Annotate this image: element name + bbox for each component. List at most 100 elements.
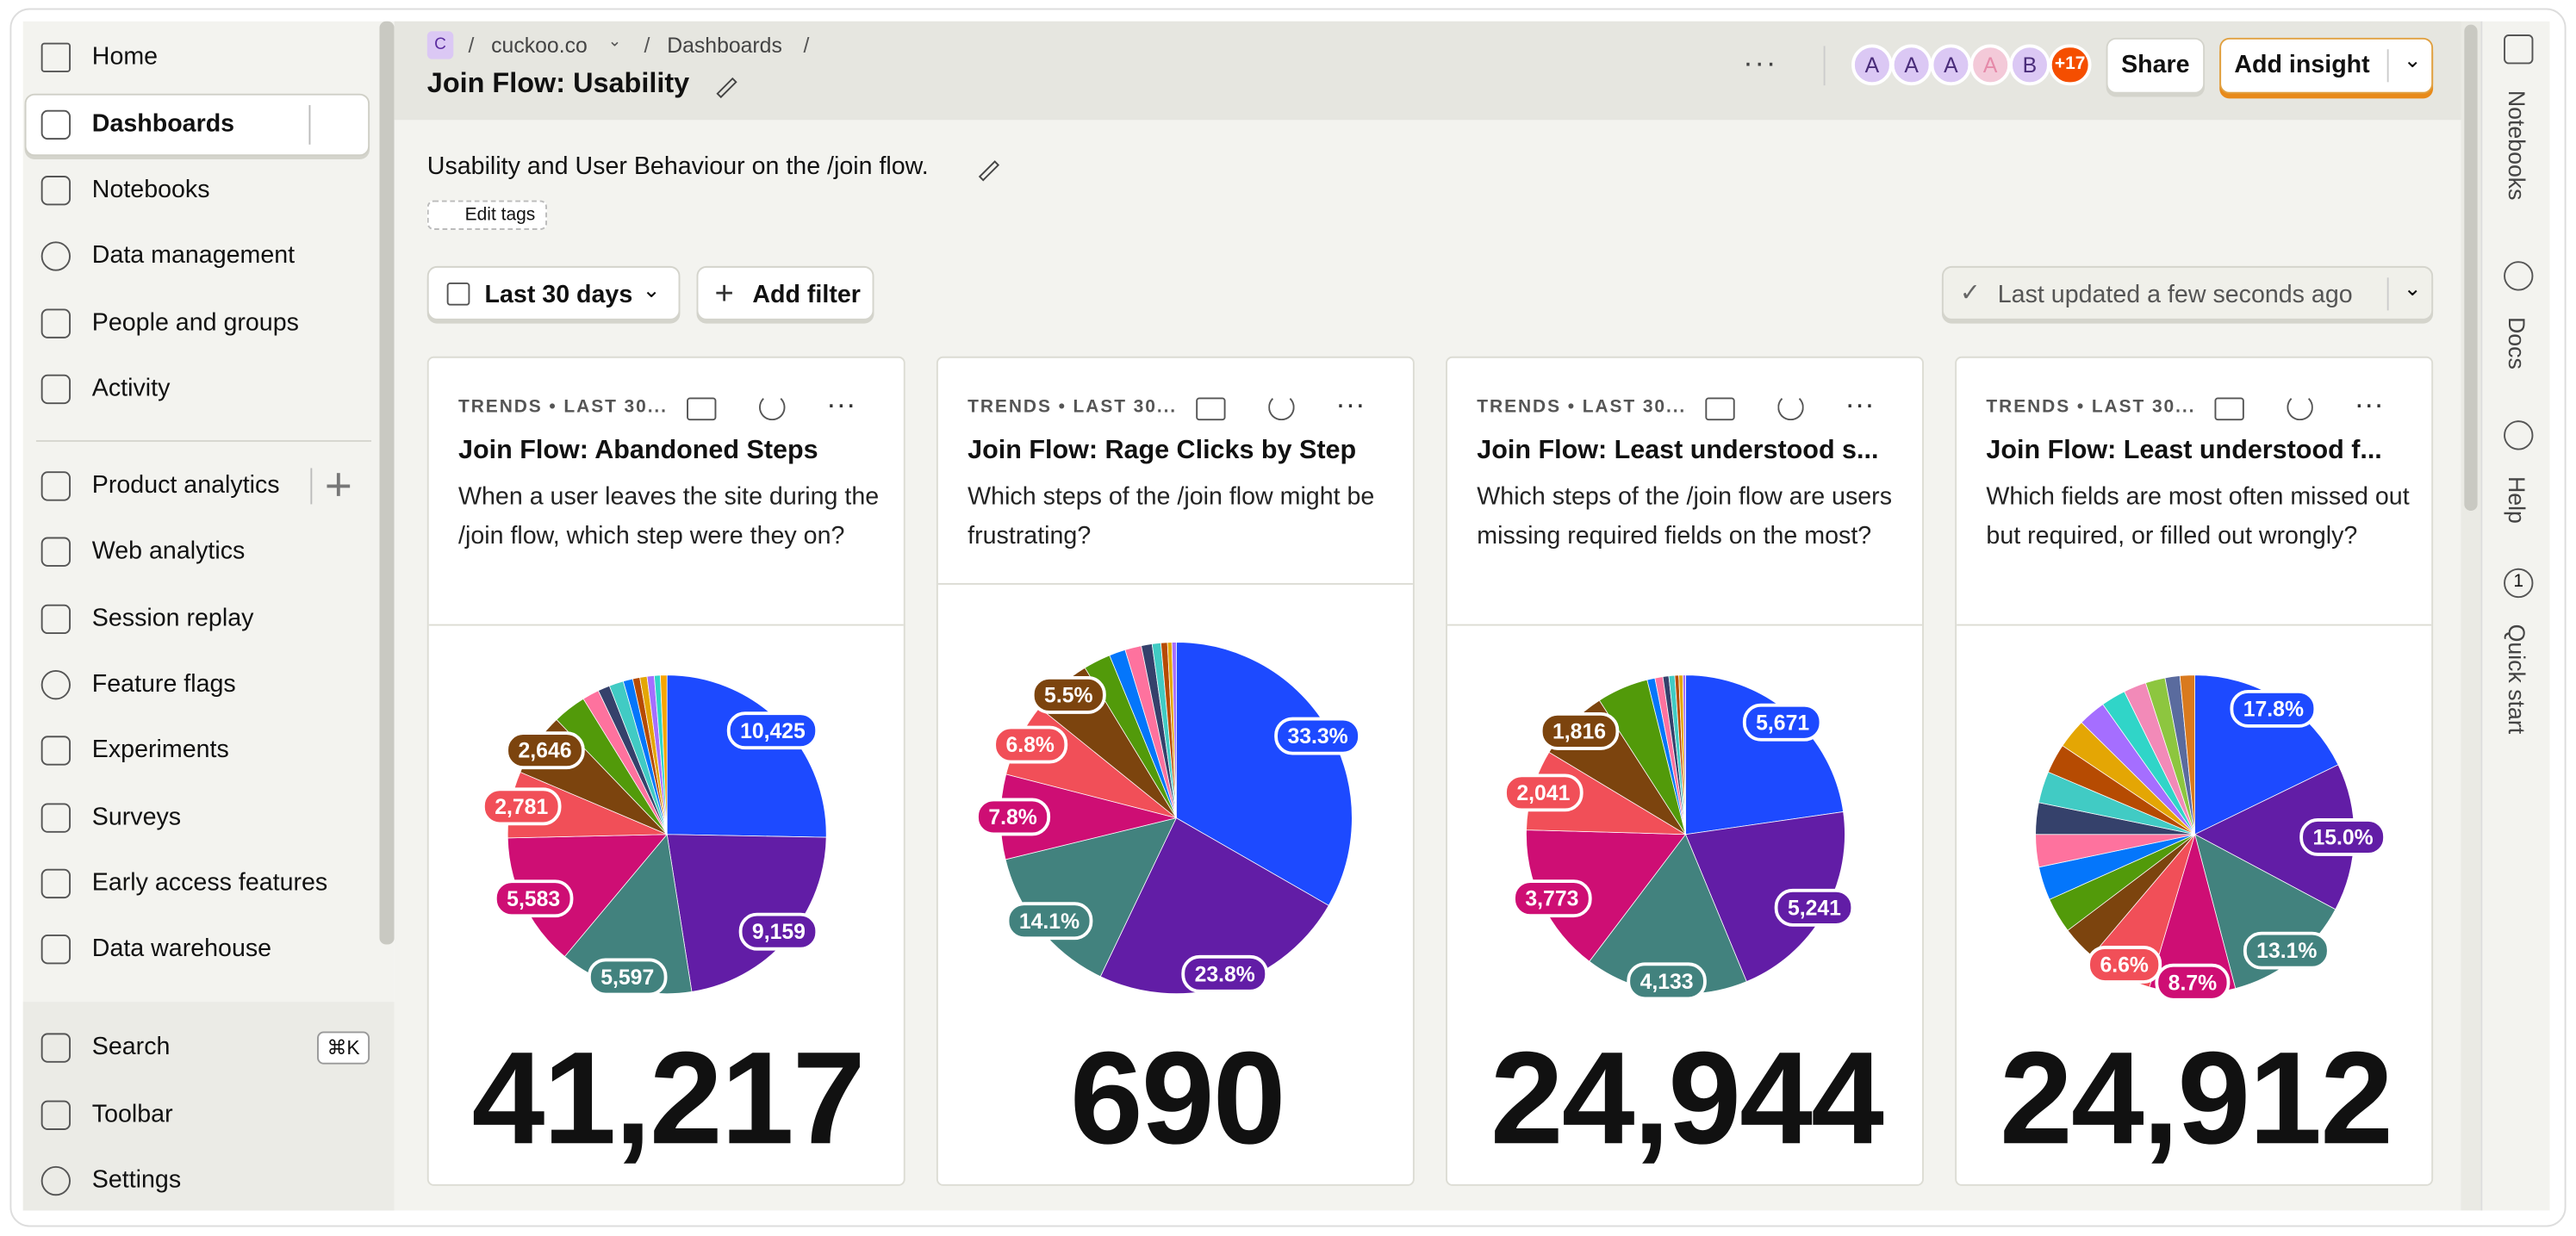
refresh[interactable] <box>758 394 786 421</box>
card-kicker: TRENDS • LAST 30... <box>1986 397 2196 418</box>
card-menu[interactable]: ··· <box>1845 388 1875 421</box>
value-label: 17.8% <box>2230 689 2318 728</box>
more-menu[interactable]: ··· <box>1743 46 1778 79</box>
product-item[interactable]: Data warehouse <box>91 935 272 963</box>
label-text: 5.5% <box>1044 684 1092 707</box>
bottom-item[interactable]: Settings <box>91 1165 182 1195</box>
legend-toggle[interactable] <box>2214 397 2244 421</box>
label-pill <box>1005 902 1093 941</box>
product-item[interactable]: Web analytics <box>91 537 246 565</box>
last-updated[interactable]: ✓ Last updated a few seconds ago ⌄ <box>1941 265 2434 320</box>
product-item[interactable]: Early access features <box>91 868 328 897</box>
nav-item[interactable]: People and groups <box>91 308 299 337</box>
label-pill <box>2243 931 2330 970</box>
product-icon <box>40 868 71 899</box>
breadcrumb[interactable]: Dashboards <box>667 33 782 58</box>
card-title[interactable]: Join Flow: Least understood f... <box>1986 437 2382 465</box>
date-filter[interactable]: Last 30 days ⌄ <box>426 265 681 320</box>
pie-slice <box>1685 674 1844 835</box>
separator <box>308 105 311 145</box>
product-icon <box>40 736 71 766</box>
refresh[interactable] <box>1777 394 1804 421</box>
product-item[interactable]: Surveys <box>91 803 182 831</box>
label-text: 17.8% <box>2243 698 2304 721</box>
main-scroll-thumb <box>2464 24 2478 512</box>
card-title[interactable]: Join Flow: Least understood s... <box>1477 437 1879 465</box>
right-item[interactable]: Notebooks <box>2504 90 2530 201</box>
value-label: 5,241 <box>1774 888 1855 927</box>
card-menu[interactable]: ··· <box>826 388 856 421</box>
label-text: 14.1% <box>1019 910 1080 934</box>
nav-icon <box>40 374 71 405</box>
card-menu[interactable]: ··· <box>2354 388 2384 421</box>
right-item[interactable]: Help <box>2504 475 2530 524</box>
label-pill <box>738 912 819 951</box>
label-pill <box>1627 962 1707 1001</box>
value-label: 6.8% <box>992 725 1068 764</box>
product-item[interactable]: Product analytics <box>91 471 280 500</box>
bottom-item[interactable]: Search <box>91 1033 171 1061</box>
refresh[interactable] <box>2287 394 2313 421</box>
card-total: 41,217 <box>471 1024 866 1171</box>
edit-tags[interactable]: Edit tags <box>426 200 547 230</box>
nav-item[interactable]: Activity <box>91 374 171 403</box>
insight-card: TRENDS • LAST 30... ··· Join Flow: Least u… <box>1446 356 1924 1186</box>
avatar: A <box>1969 44 2012 86</box>
share-button[interactable]: Share <box>2106 37 2206 94</box>
label-text: 7.8% <box>988 806 1036 829</box>
value-label: 3,773 <box>1512 879 1592 918</box>
pie-chart: 5,671 5,241 4,133 3,773 2,041 1,816 <box>1503 674 1855 1001</box>
nav-item[interactable]: Notebooks <box>91 176 210 204</box>
chevron: ⌄ <box>642 277 661 302</box>
label-text: 4,133 <box>1640 971 1694 994</box>
right-icon[interactable]: 1 <box>2504 568 2534 599</box>
nav-icon <box>40 308 71 339</box>
label-text: 2,041 <box>1516 782 1570 805</box>
right-icon[interactable] <box>2504 261 2534 291</box>
legend-toggle[interactable] <box>1196 397 1226 421</box>
breadcrumb[interactable]: cuckoo.co <box>491 33 588 58</box>
refresh[interactable] <box>1268 394 1295 421</box>
legend-toggle[interactable] <box>687 397 717 421</box>
chevron: ⌄ <box>607 33 622 52</box>
label-text: 2,781 <box>495 796 548 819</box>
label-text: 6.6% <box>2100 954 2148 978</box>
shortcut: ⌘K <box>317 1031 370 1065</box>
label-text: 13.1% <box>2256 940 2317 963</box>
bottom-item[interactable]: Toolbar <box>91 1100 173 1129</box>
card-title[interactable]: Join Flow: Abandoned Steps <box>458 437 818 465</box>
add-insight-button[interactable]: Add insight ⌄ <box>2219 37 2434 94</box>
label-pill <box>2299 818 2386 856</box>
avatar-more: +17 <box>2048 44 2092 86</box>
value-label: 10,425 <box>726 711 819 750</box>
card-title[interactable]: Join Flow: Rage Clicks by Step <box>968 437 1357 465</box>
bottom-icon <box>40 1033 71 1063</box>
right-item[interactable]: Quick start <box>2504 624 2530 735</box>
right-icon[interactable] <box>2504 34 2534 65</box>
label-text: 10,425 <box>740 720 806 743</box>
label-text: 9,159 <box>752 921 806 944</box>
product-item[interactable]: Session replay <box>91 604 254 633</box>
product-item[interactable]: Experiments <box>91 736 229 764</box>
page-title: Join Flow: Usability <box>426 67 690 99</box>
product-item[interactable]: Feature flags <box>91 670 236 699</box>
label-text: 8.7% <box>2168 972 2217 995</box>
nav-item[interactable]: Dashboards <box>91 109 235 139</box>
right-item[interactable]: Docs <box>2504 317 2530 370</box>
divider <box>35 440 371 442</box>
legend-toggle[interactable] <box>1705 397 1735 421</box>
product-icon <box>40 604 71 635</box>
label-pill <box>505 731 585 770</box>
nav-item[interactable]: Data management <box>91 241 296 270</box>
value-label: 23.8% <box>1181 954 1269 993</box>
card-menu[interactable]: ··· <box>1335 388 1366 421</box>
calendar-icon <box>446 282 470 306</box>
label-pill <box>1774 888 1855 927</box>
product-icon <box>40 803 71 833</box>
add-filter[interactable]: + Add filter <box>696 265 874 320</box>
right-icon[interactable] <box>2504 420 2534 450</box>
value-label: 2,041 <box>1503 773 1584 812</box>
nav-selected[interactable] <box>24 93 370 157</box>
label-pill <box>1030 675 1106 714</box>
nav-item[interactable]: Home <box>91 42 159 71</box>
